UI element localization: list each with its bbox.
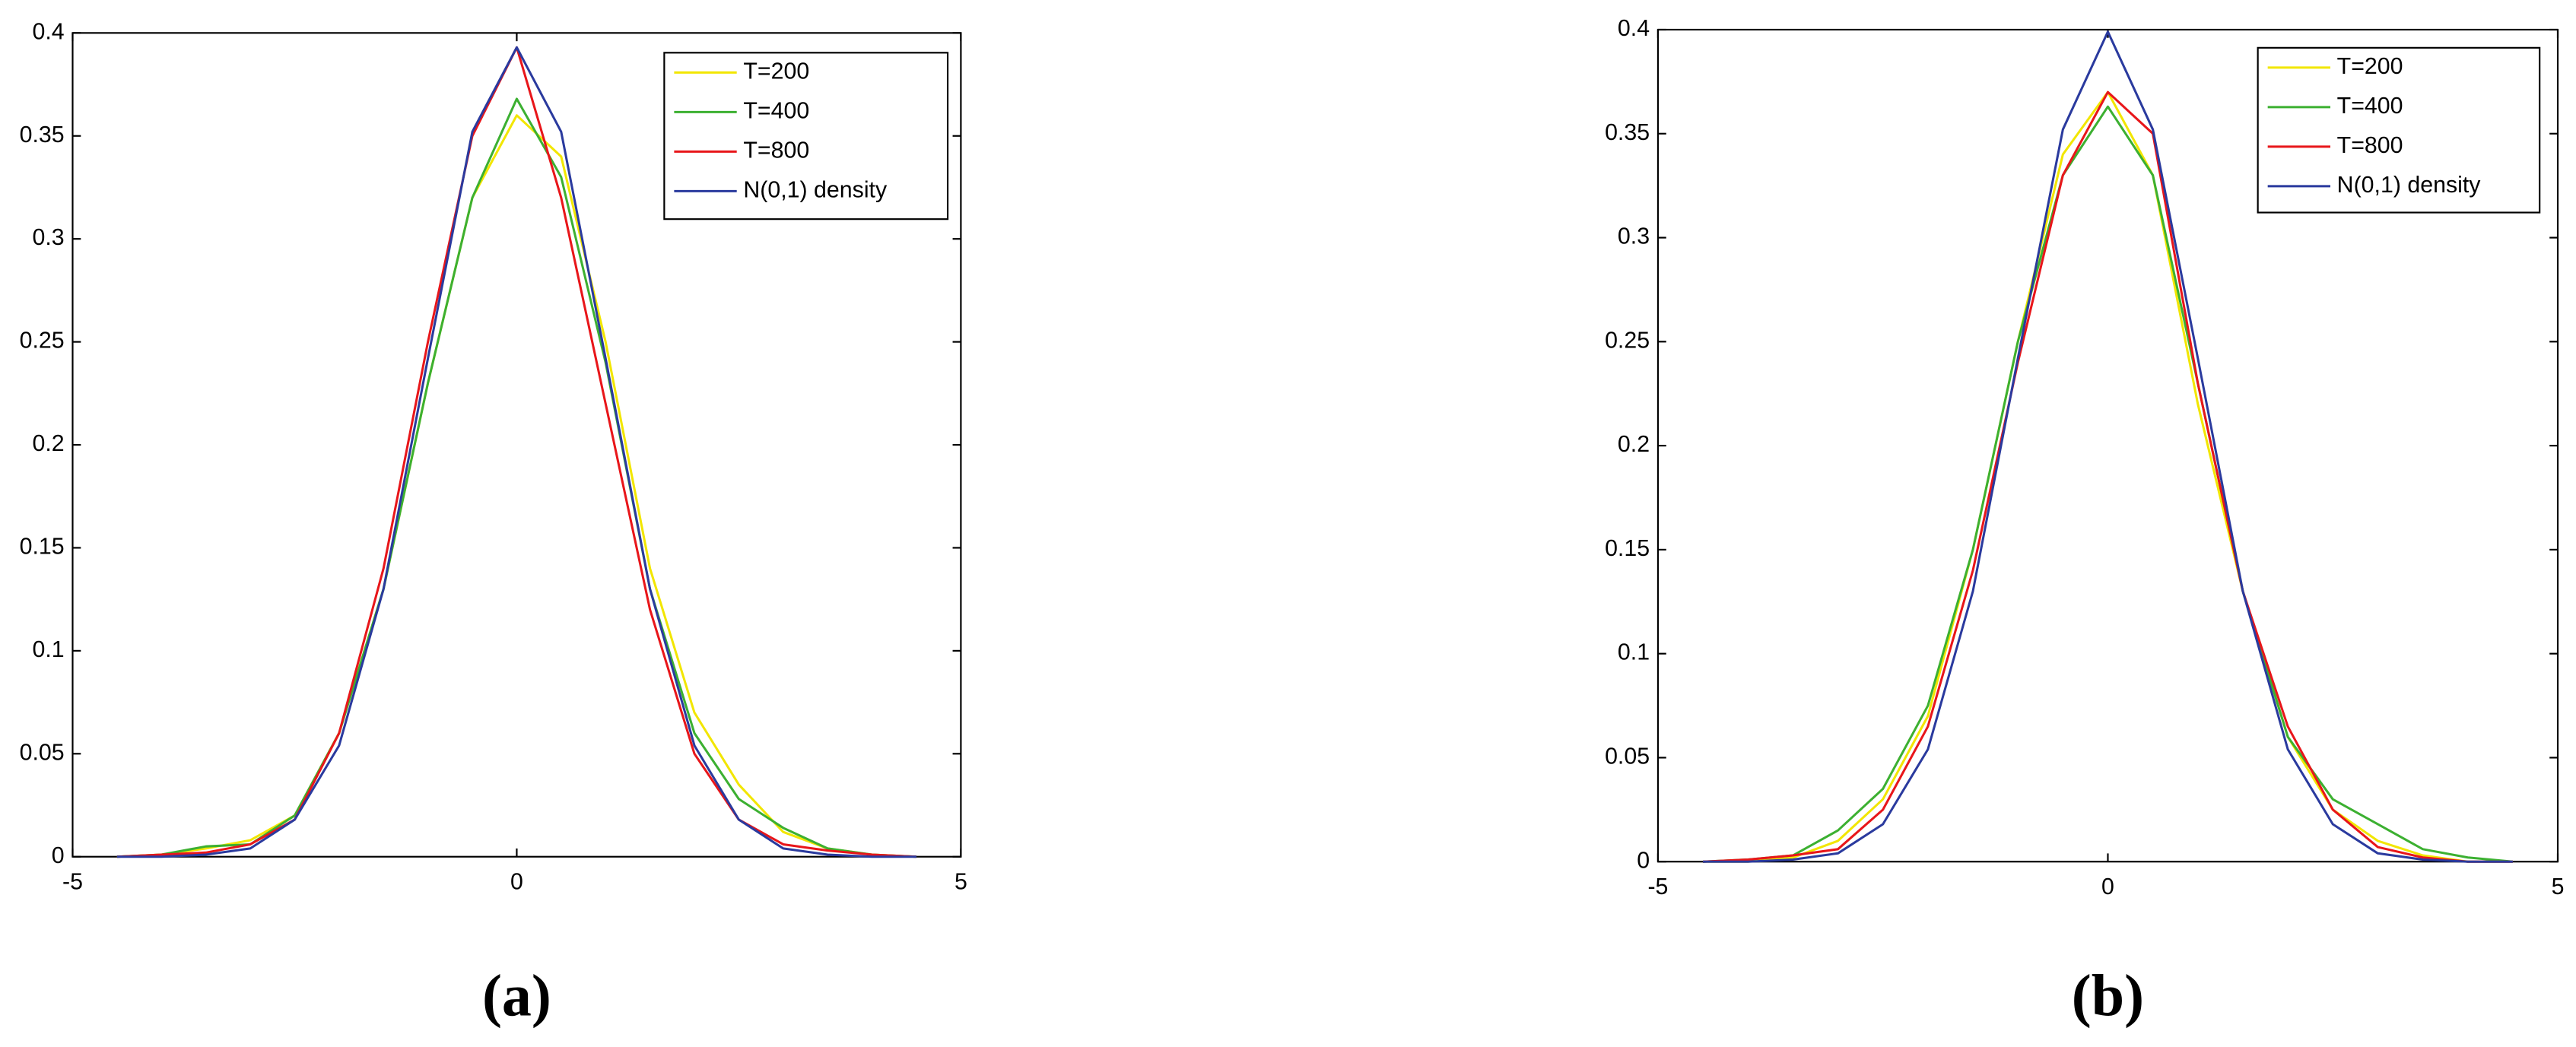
x-tick-label: 5 — [2552, 874, 2565, 899]
legend-label: T=800 — [2337, 133, 2403, 158]
caption: (b) — [2072, 962, 2144, 1028]
y-tick-label: 0.35 — [1605, 120, 1650, 145]
y-tick-label: 0.05 — [1605, 744, 1650, 769]
x-tick-label: 5 — [954, 869, 967, 894]
legend-label: T=400 — [2337, 94, 2403, 119]
y-tick-label: 0.2 — [32, 431, 64, 456]
legend-label: N(0,1) density — [2337, 173, 2482, 198]
y-tick-label: 0.1 — [1618, 640, 1650, 665]
y-tick-label: 0.4 — [32, 19, 64, 44]
series-line — [1703, 90, 2513, 863]
series-line — [1703, 30, 2513, 863]
y-tick-label: 0.25 — [20, 328, 65, 354]
y-tick-label: 0.25 — [1605, 328, 1650, 353]
y-tick-label: 0.3 — [32, 225, 64, 250]
y-tick-label: 0.3 — [1618, 224, 1650, 249]
x-tick-label: 0 — [2101, 874, 2114, 899]
y-tick-label: 0 — [52, 843, 65, 868]
y-tick-label: 0.35 — [20, 122, 65, 148]
x-tick-label: 0 — [510, 869, 523, 894]
x-tick-label: -5 — [62, 869, 83, 894]
y-tick-label: 0.15 — [20, 534, 65, 559]
legend-label: T=200 — [743, 59, 809, 84]
caption: (a) — [482, 962, 551, 1028]
y-tick-label: 0.2 — [1618, 432, 1650, 457]
y-tick-label: 0.05 — [20, 740, 65, 765]
series-line — [116, 114, 917, 858]
legend-label: N(0,1) density — [743, 177, 888, 202]
legend-label: T=400 — [743, 98, 809, 123]
y-tick-label: 0.1 — [32, 637, 64, 662]
x-tick-label: -5 — [1647, 874, 1668, 899]
series-line — [1703, 105, 2514, 863]
series-line — [116, 46, 916, 858]
y-tick-label: 0 — [1637, 848, 1650, 873]
y-tick-label: 0.15 — [1605, 536, 1650, 561]
legend-label: T=800 — [743, 138, 809, 163]
y-tick-label: 0.4 — [1618, 16, 1650, 41]
legend-label: T=200 — [2337, 54, 2403, 79]
